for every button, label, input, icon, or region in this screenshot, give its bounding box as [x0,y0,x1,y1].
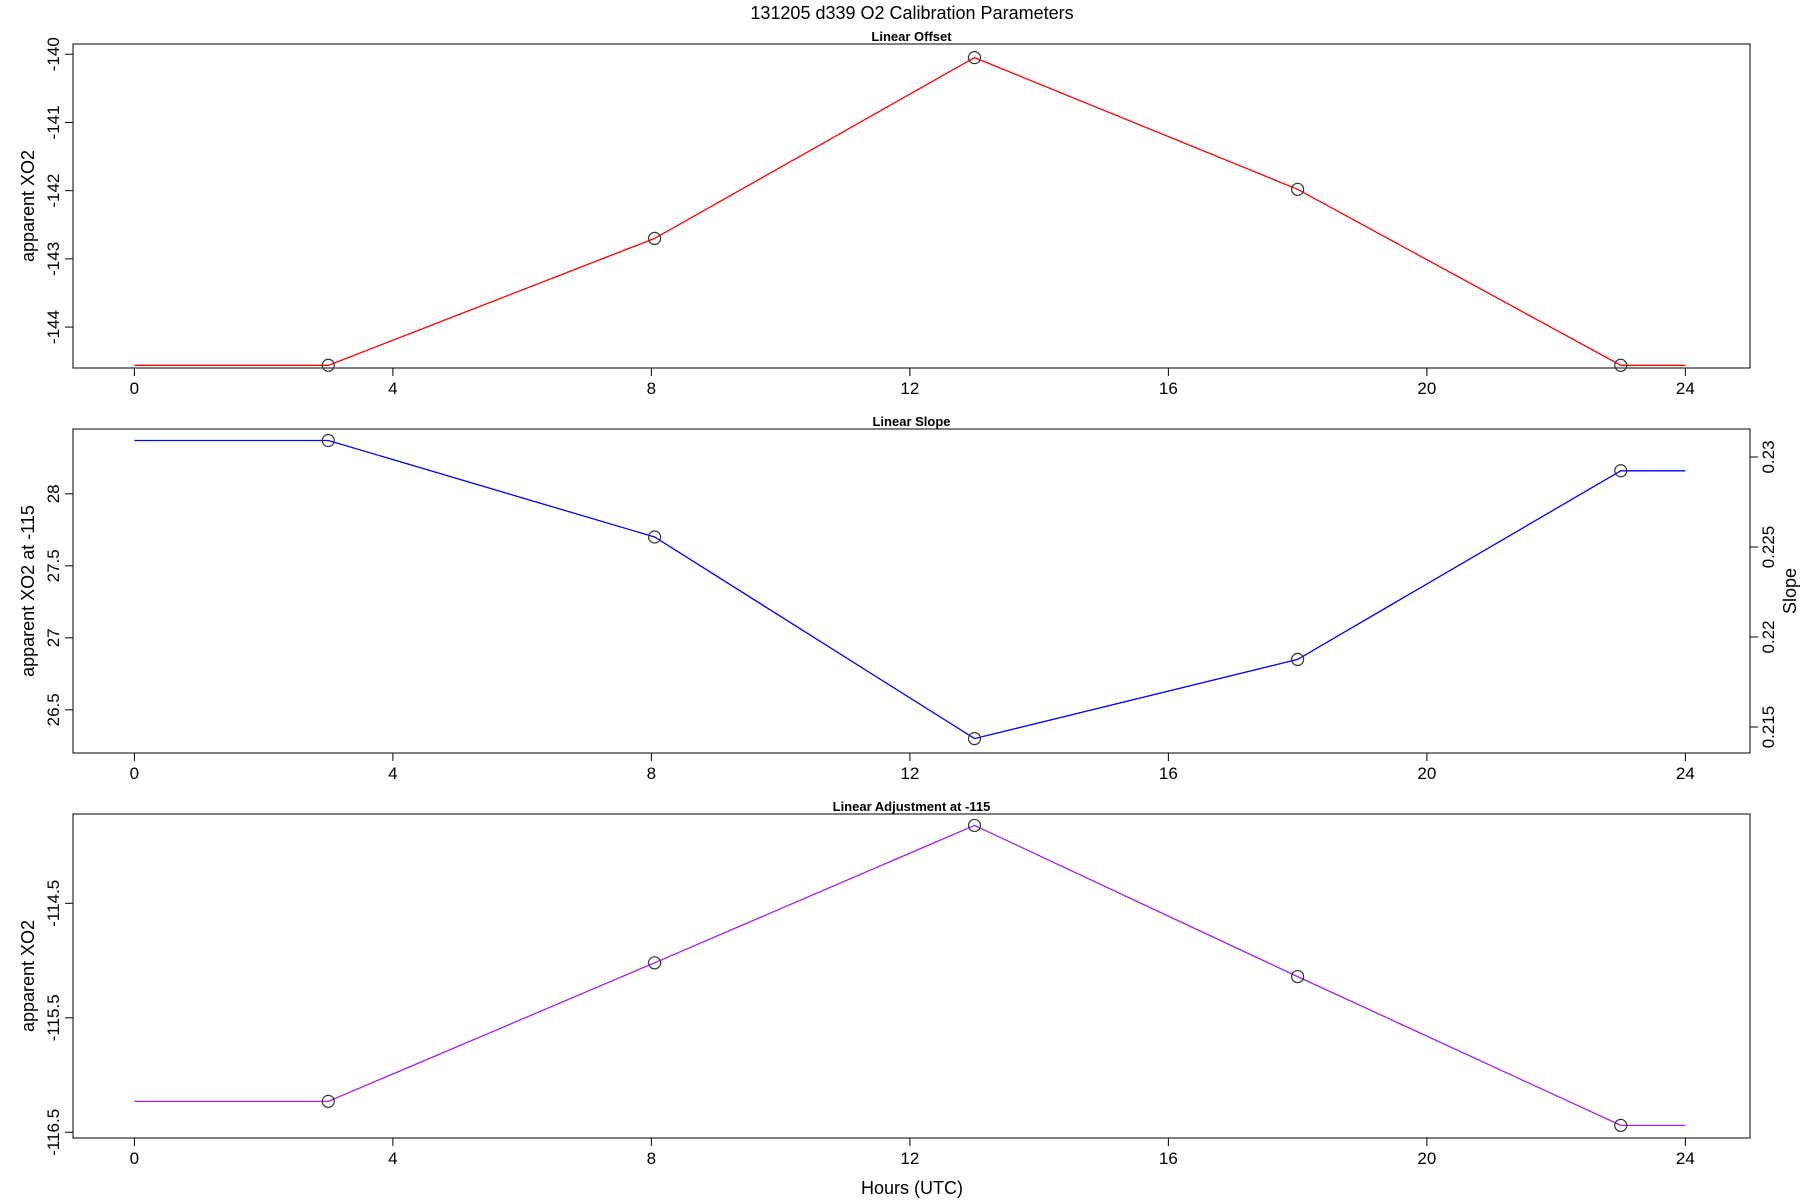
y-tick-label: -144 [44,310,63,344]
y-tick-label: -115.5 [44,994,63,1041]
x-tick-label: 16 [1159,1149,1178,1168]
x-tick-label: 8 [647,379,656,398]
y-tick-label: 28 [44,484,63,503]
data-point [1291,182,1305,196]
y-right-axis-label: Slope [1780,568,1800,614]
x-tick-label: 20 [1417,1149,1436,1168]
y-tick-label: 26.5 [44,693,63,726]
x-tick-label: 0 [130,379,139,398]
data-point [1614,358,1628,372]
y-tick-label: -143 [44,242,63,276]
series-line [134,439,1686,740]
plot-frame [72,813,1751,1139]
panel-linear-slope: Linear Slope 0 4 8 12 16 20 24 26.5 27 27.5 28 appar… [18,414,1800,783]
y-right-tick-label: 0.22 [1759,620,1778,653]
data-point [648,530,662,544]
panel-linear-offset: Linear Offset 0 4 8 12 16 20 24 -140 -141 -142 -143… [18,29,1751,398]
x-tick-label: 4 [388,379,397,398]
x-tick-label: 8 [647,1149,656,1168]
y-axis-label: apparent XO2 [18,920,38,1032]
x-tick-label: 16 [1159,764,1178,783]
data-point [321,1094,335,1108]
data-point [1291,969,1305,984]
panel-title: Linear Slope [872,414,950,429]
x-axis-label: Hours (UTC) [861,1178,963,1198]
plot-frame [72,428,1751,754]
y-tick-label: -142 [44,174,63,208]
y-axis-label: apparent XO2 at -115 [18,505,38,677]
data-point [648,956,662,970]
y-right-tick-label: 0.23 [1759,440,1778,473]
series-line [134,824,1686,1127]
x-tick-label: 8 [647,764,656,783]
y-tick-label: -114.5 [44,880,63,927]
data-point [967,731,982,746]
y-tick-label: -141 [44,105,63,139]
data-point [648,231,662,245]
x-tick-label: 12 [900,1149,919,1168]
data-point [321,433,335,448]
x-tick-label: 0 [130,1149,139,1168]
y-right-tick-label: 0.215 [1759,706,1778,749]
x-tick-label: 12 [900,379,919,398]
x-tick-label: 24 [1676,1149,1695,1168]
data-point [967,818,982,833]
y-tick-label: -140 [44,37,63,71]
y-tick-label: 27.5 [44,549,63,582]
x-tick-label: 4 [388,1149,397,1168]
data-point [1614,1118,1628,1133]
panel-linear-adjustment: Linear Adjustment at -115 0 4 8 12 16 20 24 -114… [18,799,1751,1168]
y-axis-label: apparent XO2 [18,150,38,262]
y-right-tick-label: 0.225 [1759,526,1778,569]
x-tick-label: 12 [900,764,919,783]
data-point [1291,652,1305,667]
x-tick-label: 24 [1676,764,1695,783]
panel-title: Linear Offset [871,29,952,44]
data-point [967,51,982,65]
x-tick-label: 20 [1417,764,1436,783]
x-tick-label: 24 [1676,379,1695,398]
y-tick-label: -116.5 [44,1109,63,1156]
figure-title: 131205 d339 O2 Calibration Parameters [750,3,1073,23]
x-tick-label: 0 [130,764,139,783]
y-tick-label: 27 [44,628,63,647]
x-tick-label: 20 [1417,379,1436,398]
x-tick-label: 4 [388,764,397,783]
series-line [134,56,1686,366]
data-point [321,358,335,372]
x-tick-label: 16 [1159,379,1178,398]
panel-title: Linear Adjustment at -115 [833,799,991,814]
data-point [1614,464,1628,478]
